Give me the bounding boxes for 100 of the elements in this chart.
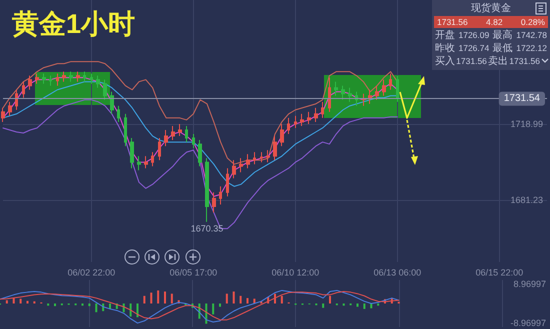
candlestick	[56, 73, 59, 86]
annotation: 卖出	[488, 54, 508, 68]
bar	[95, 304, 98, 312]
candlestick	[287, 117, 290, 135]
bar	[246, 298, 248, 304]
x-tick-label: 06/13 06:00	[374, 268, 422, 278]
candlestick	[164, 129, 168, 147]
annotation: 1726.09	[458, 30, 490, 40]
candlestick	[22, 81, 25, 98]
annotation: 开盘	[435, 29, 455, 42]
candlestick	[28, 75, 32, 90]
bar	[363, 304, 366, 309]
candlestick	[273, 136, 277, 161]
bar	[6, 300, 8, 304]
candlestick	[144, 156, 148, 169]
candlestick	[137, 156, 141, 171]
bar	[280, 296, 283, 304]
bar	[88, 304, 90, 306]
candlestick	[266, 150, 270, 163]
candlestick	[1, 107, 5, 122]
candlestick	[178, 123, 182, 137]
candlestick	[49, 75, 52, 86]
y-tick-label: 1681.23	[510, 194, 543, 205]
annotation: 0.28%	[520, 17, 545, 27]
candlestick	[219, 186, 222, 205]
bar	[322, 304, 324, 308]
candlestick	[355, 91, 358, 106]
candlestick	[124, 113, 127, 147]
annotation: 1670.35	[190, 223, 224, 234]
candlestick	[151, 152, 154, 167]
bar	[170, 294, 173, 304]
candlestick	[300, 113, 304, 126]
annotation: 1726.74	[458, 43, 490, 53]
candlestick	[212, 192, 216, 213]
candlestick	[192, 134, 195, 149]
candlestick	[171, 125, 175, 141]
annotation: 最高	[492, 28, 513, 42]
bar	[226, 294, 228, 304]
bar	[164, 292, 166, 304]
candlestick	[90, 73, 93, 84]
annotation: 1722.12	[516, 43, 547, 53]
candlestick	[42, 73, 46, 84]
bar	[329, 296, 331, 304]
candlestick	[328, 77, 331, 112]
candlestick	[205, 158, 209, 222]
candlestick	[62, 71, 66, 82]
candlestick	[96, 75, 100, 88]
candlestick	[15, 89, 18, 110]
bar	[157, 290, 160, 304]
candlestick	[130, 138, 134, 169]
candlestick	[348, 87, 352, 102]
annotation: 最低	[492, 42, 513, 55]
x-tick-label: 06/05 17:00	[170, 268, 218, 278]
candlestick	[239, 158, 243, 173]
candlestick	[253, 152, 256, 165]
bar	[212, 304, 214, 314]
candlestick	[321, 101, 324, 118]
annotation: 现货黄金	[471, 2, 511, 14]
candlestick	[246, 154, 250, 169]
bar	[232, 292, 235, 304]
annotation: 1731.56	[456, 56, 487, 66]
bar	[12, 298, 15, 304]
x-tick-label: 06/15 22:00	[476, 268, 524, 278]
ref-line-label: 1731.54	[504, 93, 540, 104]
candlestick	[307, 111, 311, 124]
chart-title: 黄金1小时	[12, 8, 136, 41]
candlestick	[294, 115, 297, 128]
candlestick	[76, 71, 80, 82]
annotation: 4.82	[486, 17, 503, 27]
candlestick	[110, 91, 114, 114]
x-tick-label: 06/02 22:00	[68, 268, 116, 278]
candlestick	[375, 85, 379, 100]
candlestick	[389, 73, 392, 90]
bar	[274, 294, 276, 304]
bar	[20, 298, 22, 304]
candlestick	[362, 93, 365, 106]
y-tick-label: -8.96997	[510, 318, 546, 328]
bar	[356, 304, 358, 307]
candlestick	[103, 79, 107, 100]
bar	[143, 296, 146, 304]
candlestick	[280, 123, 284, 147]
line-series	[2, 61, 398, 165]
candlestick	[69, 71, 73, 82]
candlestick	[226, 168, 229, 197]
candlestick	[158, 138, 161, 161]
candlestick	[260, 152, 263, 163]
candlestick	[232, 160, 236, 179]
candlestick	[83, 71, 86, 82]
bar	[54, 304, 56, 306]
candlestick	[8, 101, 12, 116]
candlestick	[334, 81, 338, 96]
candlestick	[314, 107, 318, 122]
candlestick	[198, 140, 202, 167]
candlestick	[396, 75, 399, 102]
annotation: 昨收	[435, 42, 455, 55]
candlestick	[35, 73, 39, 84]
annotation: 买入	[435, 54, 455, 68]
candlestick	[185, 125, 188, 143]
y-tick-label: 8.96997	[513, 278, 546, 289]
annotation: 1731.56	[509, 56, 540, 66]
